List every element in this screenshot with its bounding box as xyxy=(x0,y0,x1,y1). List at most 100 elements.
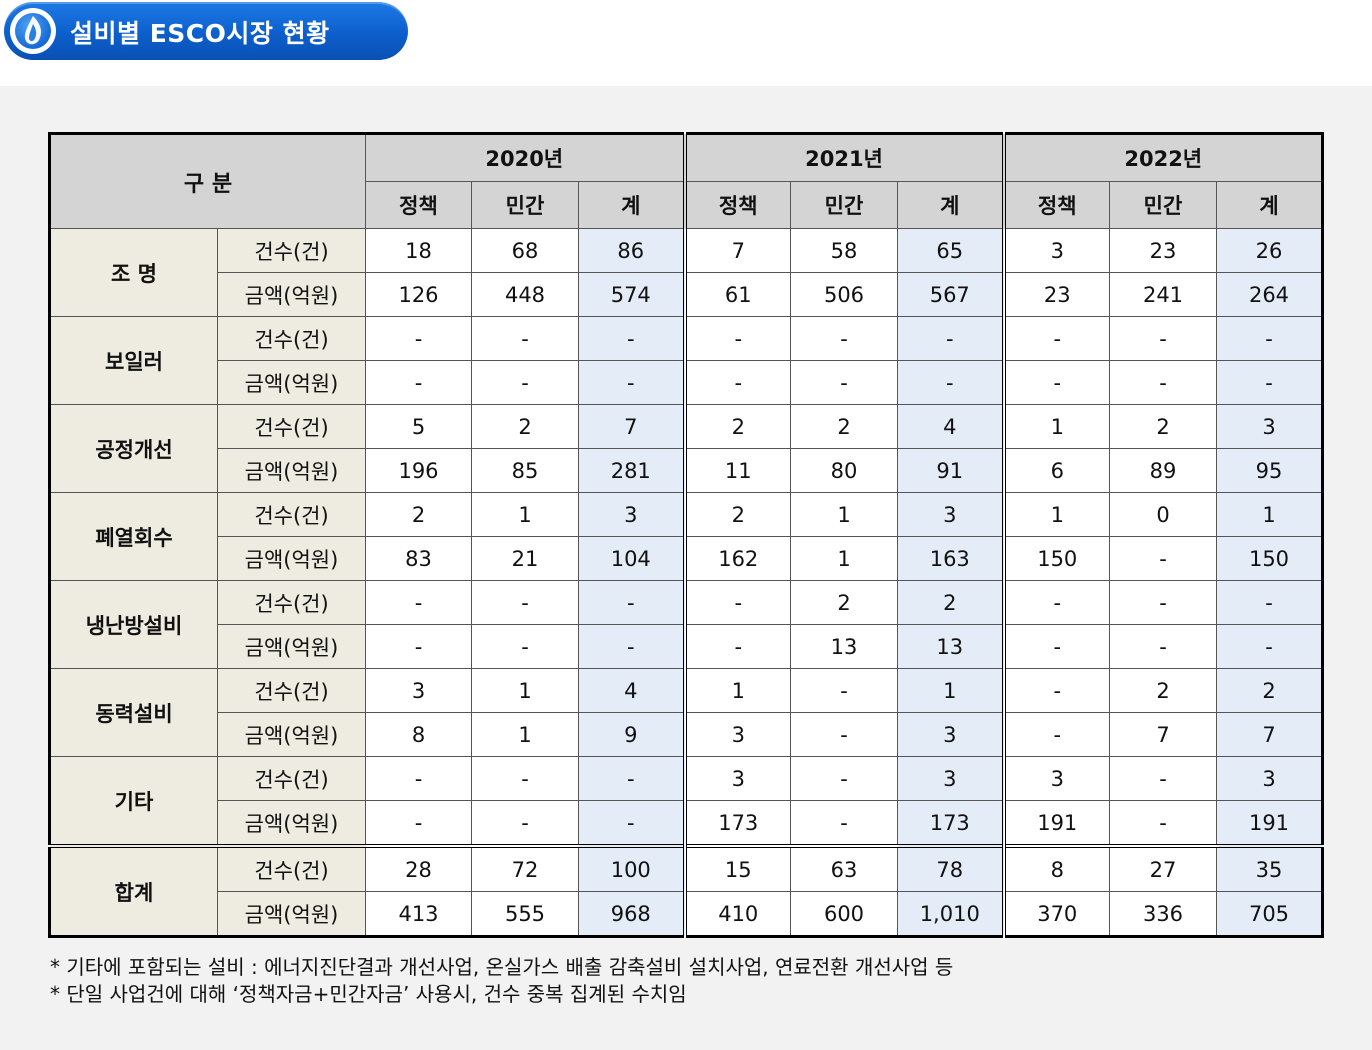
metric-label-count: 건수(건) xyxy=(217,844,366,892)
table-cell: 58 xyxy=(790,228,898,273)
table-cell: 6 xyxy=(1001,448,1110,493)
table-cell: 413 xyxy=(365,891,472,937)
table-row: 금액(억원) 196 85 281 11 80 91 6 89 95 xyxy=(50,448,1323,493)
table-cell: 63 xyxy=(790,844,898,892)
table-cell: 78 xyxy=(897,844,1004,892)
table-cell: 23 xyxy=(1109,228,1217,273)
header-year-1: 2020년 xyxy=(365,133,685,182)
metric-label-amount: 금액(억원) xyxy=(217,712,366,757)
table-cell: - xyxy=(1109,360,1217,405)
table-cell: 8 xyxy=(1001,844,1110,892)
metric-label-count: 건수(건) xyxy=(217,492,366,537)
table-row: 보일러 건수(건) - - - - - - - - - xyxy=(49,316,1323,405)
metric-label-count: 건수(건) xyxy=(217,668,366,713)
table-cell: - xyxy=(1001,712,1110,757)
table-cell: 61 xyxy=(682,272,791,317)
footnotes: * 기타에 포함되는 설비 : 에너지진단결과 개선사업, 온실가스 배출 감축… xyxy=(50,954,953,1008)
table-cell: 3 xyxy=(682,712,791,757)
footnote-1: * 기타에 포함되는 설비 : 에너지진단결과 개선사업, 온실가스 배출 감축… xyxy=(50,955,954,979)
table-row: 조 명 건수(건) 18 68 86 7 58 65 3 23 26 xyxy=(49,228,1323,317)
table-row: 냉난방설비 건수(건) - - - -2 2- - - xyxy=(49,580,1323,669)
table-cell: 2 xyxy=(897,580,1004,625)
header-sub-2-3: 계 xyxy=(897,181,1004,229)
header-row-years: 구 분 2020년 2021년 2022년 xyxy=(49,133,1323,229)
table-cell: - xyxy=(1109,316,1217,361)
header-sub-2-1: 정책 xyxy=(682,181,791,229)
table-cell: 2 xyxy=(682,404,791,449)
table-cell: - xyxy=(682,624,791,669)
table-cell: - xyxy=(790,756,898,801)
table-cell: 2 xyxy=(365,492,472,537)
table-cell: 0 xyxy=(1109,492,1217,537)
table-cell: 1 xyxy=(1001,404,1110,449)
table-cell: 11 xyxy=(682,448,791,493)
table-cell: - xyxy=(471,800,579,847)
table-cell: - xyxy=(790,316,898,361)
table-cell: 336 xyxy=(1109,891,1217,937)
table-cell: 126 xyxy=(365,272,472,317)
table-cell: 410 xyxy=(682,891,791,937)
table-row: 금액(억원) - - - -13 13- - - xyxy=(50,624,1323,669)
table-cell: 150 xyxy=(1216,536,1323,581)
table-cell: 7 xyxy=(1216,712,1323,757)
table-cell: - xyxy=(365,756,472,801)
table-cell: 2 xyxy=(790,580,898,625)
table-cell: - xyxy=(790,668,898,713)
table-cell: 7 xyxy=(1109,712,1217,757)
table-cell: 191 xyxy=(1216,800,1323,847)
header-sub-1-3: 계 xyxy=(578,181,685,229)
table-cell: 241 xyxy=(1109,272,1217,317)
metric-label-amount: 금액(억원) xyxy=(217,624,366,669)
table-cell: 86 xyxy=(578,228,685,273)
table-cell: - xyxy=(790,800,898,847)
header-category-label: 구 분 xyxy=(183,171,233,197)
table-cell: - xyxy=(682,580,791,625)
table-cell: 2 xyxy=(1109,404,1217,449)
table-cell: 2 xyxy=(790,404,898,449)
logo-icon xyxy=(10,8,56,54)
table-cell: 173 xyxy=(682,800,791,847)
table-row: 금액(억원) - - - - - - - - - xyxy=(50,360,1323,405)
table-cell: 3 xyxy=(1001,756,1110,801)
table-cell: 1,010 xyxy=(897,891,1004,937)
table-cell: 191 xyxy=(1001,800,1110,847)
table-cell: 370 xyxy=(1001,891,1110,937)
table-cell: 173 xyxy=(897,800,1004,847)
metric-label-count: 건수(건) xyxy=(217,756,366,801)
table-cell: - xyxy=(471,580,579,625)
table-cell: 1 xyxy=(1216,492,1323,537)
table-cell: 7 xyxy=(682,228,791,273)
table-cell: - xyxy=(790,712,898,757)
row-category: 공정개선 xyxy=(49,404,218,493)
table-row: 금액(억원) 413 555 968 410 600 1,010 370 336 705 xyxy=(50,891,1323,937)
table-cell: - xyxy=(578,316,685,361)
table-row: 금액(억원) 126 448 574 61 506 567 23 241 264 xyxy=(50,272,1323,317)
table-cell: 18 xyxy=(365,228,472,273)
table-cell: 8 xyxy=(365,712,472,757)
table-cell: 13 xyxy=(790,624,898,669)
table-cell: 4 xyxy=(897,404,1004,449)
table-cell: 80 xyxy=(790,448,898,493)
table-cell: 65 xyxy=(897,228,1004,273)
table-cell: - xyxy=(578,800,685,847)
table-cell: 3 xyxy=(897,492,1004,537)
table-cell: 7 xyxy=(578,404,685,449)
table-row: 금액(억원) 8 1 9 3-3-7 7 xyxy=(50,712,1323,757)
metric-label-count: 건수(건) xyxy=(217,228,366,273)
table-cell: 3 xyxy=(365,668,472,713)
table-cell: - xyxy=(578,360,685,405)
table-cell: 3 xyxy=(1216,756,1323,801)
table-cell: - xyxy=(1001,580,1110,625)
table-cell: 1 xyxy=(897,668,1004,713)
table-cell: 2 xyxy=(471,404,579,449)
table-cell: 1 xyxy=(682,668,791,713)
header-sub-3-1: 정책 xyxy=(1001,181,1110,229)
table-cell: 281 xyxy=(578,448,685,493)
header-year-3: 2022년 xyxy=(1001,133,1323,182)
metric-label-amount: 금액(억원) xyxy=(217,536,366,581)
table-cell: 26 xyxy=(1216,228,1323,273)
table-cell: 567 xyxy=(897,272,1004,317)
table-cell: 574 xyxy=(578,272,685,317)
metric-label-count: 건수(건) xyxy=(217,580,366,625)
table-cell: 448 xyxy=(471,272,579,317)
